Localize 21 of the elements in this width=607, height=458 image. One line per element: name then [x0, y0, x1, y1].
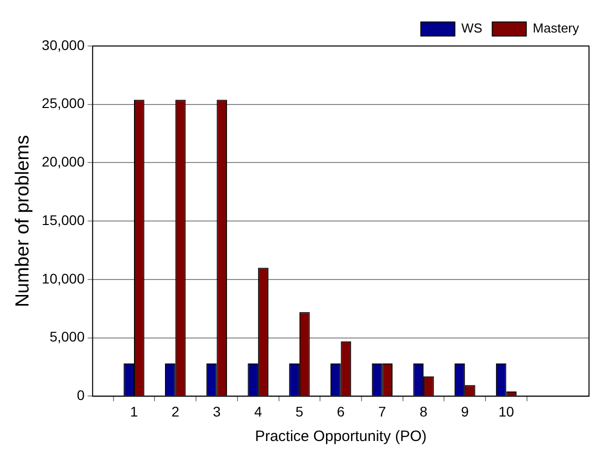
x-tick-label: 10 [498, 403, 514, 420]
x-tick-label: 2 [171, 403, 180, 420]
x-tick-label: 7 [378, 403, 386, 420]
x-tick-label: 9 [461, 403, 470, 420]
y-tick-label: 5,000 [50, 328, 85, 345]
x-tick-label: 4 [254, 403, 262, 420]
legend-label: Mastery [532, 20, 580, 36]
x-tick-label: 6 [336, 403, 345, 420]
y-tick-label: 0 [76, 387, 85, 404]
y-tick-label: 30,000 [42, 36, 85, 53]
y-tick-label: 25,000 [42, 95, 85, 112]
y-tick-label: 10,000 [42, 270, 85, 286]
x-axis-title: Practice Opportunity (PO) [254, 428, 427, 446]
y-axis-title: Number of problems [12, 135, 34, 308]
x-tick-label: 3 [212, 403, 221, 420]
x-tick-label: 5 [296, 403, 304, 420]
x-tick-label: 1 [130, 403, 138, 420]
x-tick-label: 8 [420, 403, 428, 420]
legend-label: WS [461, 20, 483, 36]
y-tick-label: 20,000 [42, 154, 85, 170]
y-tick-label: 15,000 [42, 212, 85, 228]
